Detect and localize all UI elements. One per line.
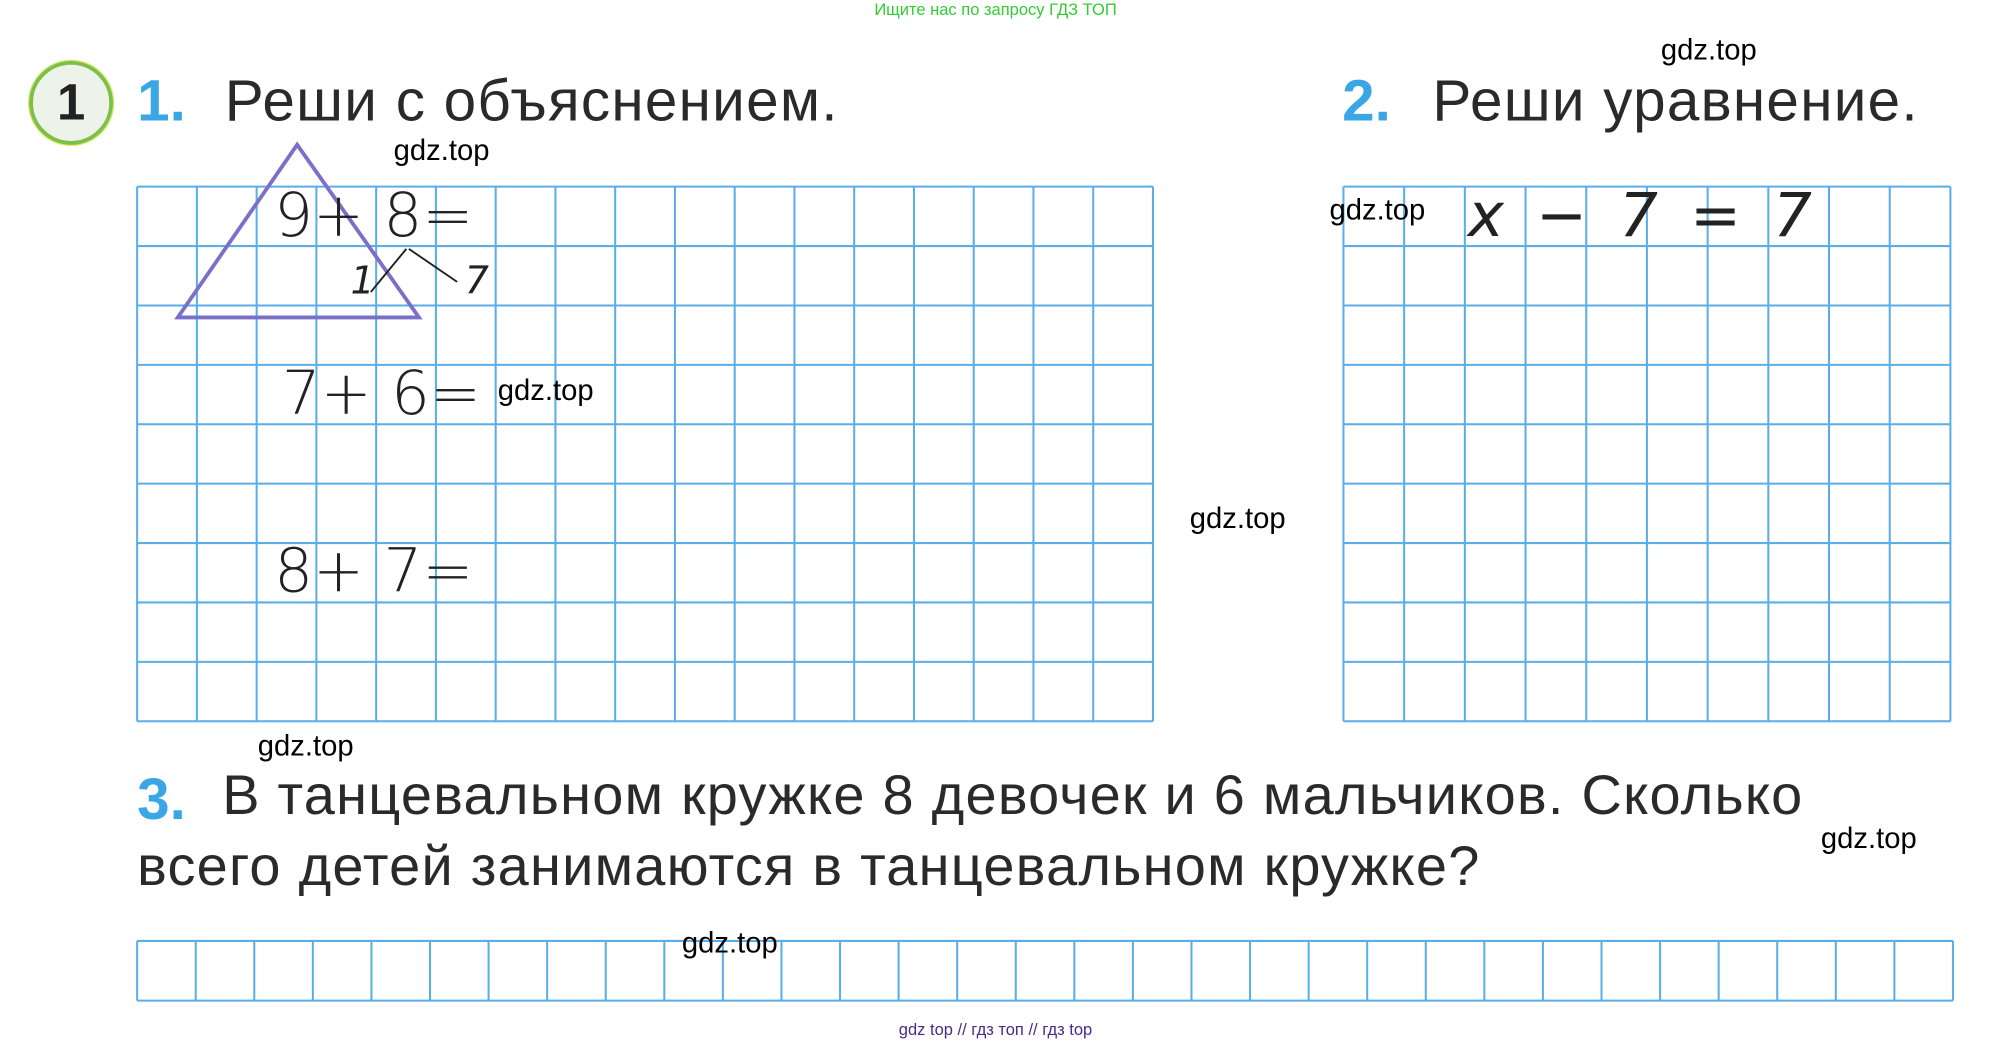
expression-1: 9+ 8= <box>274 180 474 252</box>
task1-grid <box>136 185 1154 723</box>
expression-3: 8+ 7= <box>274 535 474 607</box>
watermark: gdz.top <box>497 373 594 407</box>
footer-links: gdz top // гдз топ // гдз top <box>898 1019 1093 1039</box>
equation: x − 7 = 7 <box>1467 180 1812 252</box>
watermark: gdz.top <box>257 728 354 762</box>
task3-line2: всего детей занимаются в танцевальном кр… <box>137 835 1481 898</box>
triangle-drawing <box>174 141 423 320</box>
task2-number: 2. <box>1342 67 1391 134</box>
watermark: gdz.top <box>1660 33 1757 67</box>
task3-number: 3. <box>137 765 186 832</box>
task1-title: Реши с объяснением. <box>224 67 839 134</box>
decomposition-branches <box>370 248 458 293</box>
search-hint: Ищите нас по запросу ГДЗ ТОП <box>874 0 1117 20</box>
watermark: gdz.top <box>681 925 778 959</box>
task1-number: 1. <box>137 67 186 134</box>
task2-title: Реши уравнение. <box>1432 67 1919 134</box>
watermark: gdz.top <box>1329 193 1426 227</box>
watermark: gdz.top <box>393 133 490 167</box>
watermark: gdz.top <box>1189 501 1286 535</box>
task2-grid <box>1342 185 1952 723</box>
expression-2: 7+ 6= <box>281 358 481 430</box>
task3-line1: В танцевальном кружке 8 девочек и 6 маль… <box>222 764 1804 827</box>
decomposition-2: 7 <box>464 259 489 304</box>
watermark: gdz.top <box>1820 821 1917 855</box>
lesson-badge: 1 <box>29 60 114 145</box>
decomposition-1: 1 <box>350 259 375 304</box>
task3-answer-strip <box>136 939 1954 1002</box>
